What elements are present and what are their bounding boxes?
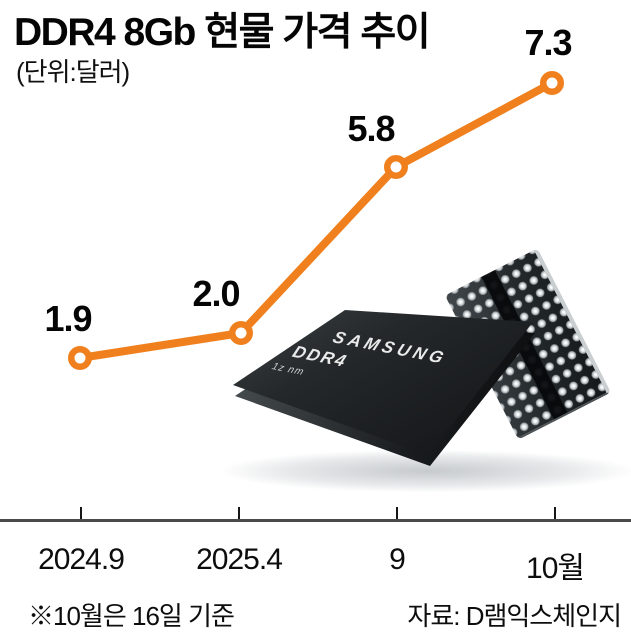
- unit-label: (단위:달러): [16, 57, 130, 87]
- price-markers: [68, 71, 564, 370]
- x-axis-tick: [396, 507, 398, 519]
- data-point-marker: [540, 71, 564, 95]
- x-axis-tick: [554, 507, 556, 519]
- data-point-marker: [229, 321, 253, 345]
- data-point-value-label: 2.0: [192, 273, 240, 314]
- x-axis-tick: [80, 507, 82, 519]
- data-point-value-label: 7.3: [524, 22, 572, 63]
- x-axis-label: 10월: [526, 552, 585, 585]
- x-axis-line: [0, 519, 631, 522]
- price-line: [76, 79, 556, 362]
- data-point-value-label: 1.9: [44, 298, 92, 339]
- x-axis-label: 2025.4: [196, 543, 283, 576]
- x-axis-tick: [238, 507, 240, 519]
- footnote: ※10월은 16일 기준: [28, 601, 235, 631]
- source-credit: 자료: D램익스체인지: [407, 601, 622, 631]
- x-axis-label: 9: [389, 543, 406, 576]
- data-point-value-label: 5.8: [347, 108, 395, 149]
- x-axis-label: 2024.9: [38, 543, 125, 576]
- data-point-marker: [68, 346, 92, 370]
- page-title: DDR4 8Gb 현물 가격 추이: [14, 11, 431, 54]
- data-point-marker: [384, 155, 408, 179]
